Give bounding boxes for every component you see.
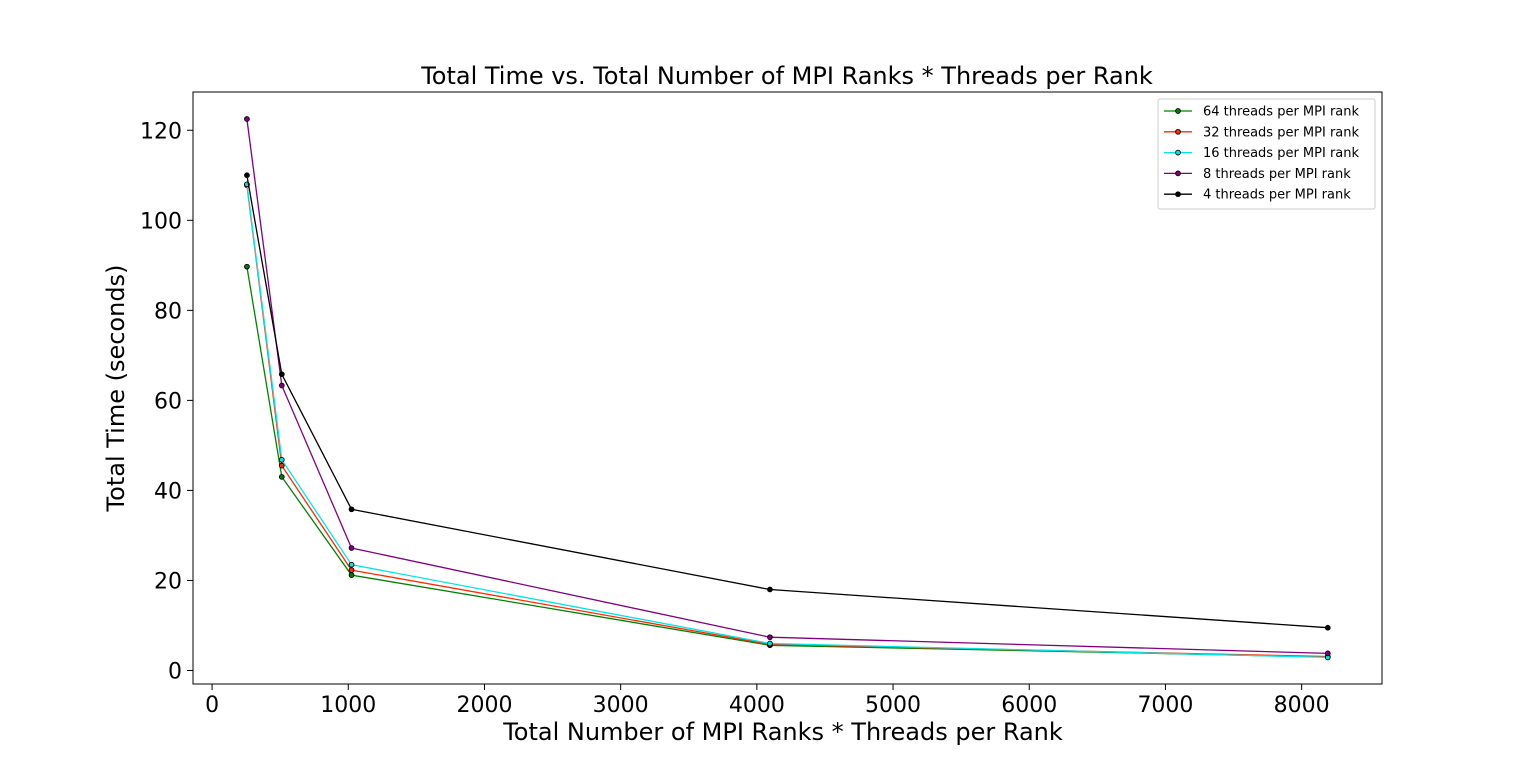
- x-tick-label: 1000: [320, 693, 376, 718]
- y-axis: 0 20 40 60 80 100 120: [140, 119, 193, 684]
- legend-box: [1157, 98, 1376, 210]
- legend: 64 threads per MPI rank 32 threads per MP…: [1157, 98, 1376, 210]
- plot-area-frame: [192, 91, 1383, 685]
- data-point: [244, 263, 250, 270]
- y-tick-label: 120: [140, 119, 182, 144]
- data-point: [348, 561, 355, 568]
- chart-title: Total Time vs. Total Number of MPI Ranks…: [420, 62, 1153, 90]
- legend-marker: [1175, 108, 1181, 114]
- legend-label: 8 threads per MPI rank: [1203, 167, 1351, 182]
- y-tick-label: 20: [154, 569, 182, 594]
- legend-label: 64 threads per MPI rank: [1203, 105, 1359, 120]
- data-point: [278, 462, 285, 469]
- y-tick-label: 80: [154, 299, 182, 324]
- x-tick-label: 3000: [593, 693, 649, 718]
- x-tick-label: 6000: [1001, 693, 1057, 718]
- x-axis-label: Total Number of MPI Ranks * Threads per …: [502, 718, 1063, 746]
- y-tick-label: 60: [154, 389, 182, 414]
- x-tick-label: 7000: [1137, 693, 1193, 718]
- legend-label: 4 threads per MPI rank: [1203, 188, 1351, 203]
- legend-label: 16 threads per MPI rank: [1203, 146, 1359, 161]
- data-point: [1324, 650, 1331, 657]
- x-tick-label: 8000: [1274, 693, 1330, 718]
- data-point: [767, 634, 773, 641]
- data-point: [348, 572, 355, 578]
- x-tick-label: 0: [205, 693, 219, 718]
- data-point: [1324, 624, 1331, 631]
- data-point: [767, 640, 773, 647]
- data-point: [278, 371, 285, 378]
- series-line: [246, 266, 1328, 658]
- data-point: [278, 474, 285, 480]
- legend-marker: [1175, 149, 1181, 156]
- x-tick-label: 4000: [729, 693, 785, 718]
- y-tick-label: 40: [154, 479, 182, 504]
- series-line: [246, 185, 1328, 658]
- x-tick-label: 2000: [456, 693, 512, 718]
- legend-marker: [1175, 128, 1181, 135]
- data-point: [244, 172, 250, 179]
- series-layer: [244, 116, 1331, 661]
- y-axis-label: Total Time (seconds): [102, 265, 130, 513]
- y-tick-label: 0: [168, 659, 182, 684]
- x-tick-label: 5000: [865, 693, 921, 718]
- legend-label: 32 threads per MPI rank: [1203, 125, 1359, 140]
- data-point: [348, 567, 355, 573]
- data-point: [348, 545, 355, 551]
- data-point: [278, 456, 285, 463]
- x-axis: 0 1000 2000 3000 4000 5000 6000 7000 8000: [205, 684, 1330, 718]
- data-point: [348, 506, 355, 513]
- series-line: [246, 184, 1328, 659]
- y-tick-label: 100: [140, 209, 182, 234]
- data-point: [244, 116, 250, 122]
- data-point: [767, 586, 773, 593]
- data-point: [278, 382, 285, 389]
- legend-marker: [1175, 191, 1181, 198]
- legend-marker: [1175, 170, 1181, 177]
